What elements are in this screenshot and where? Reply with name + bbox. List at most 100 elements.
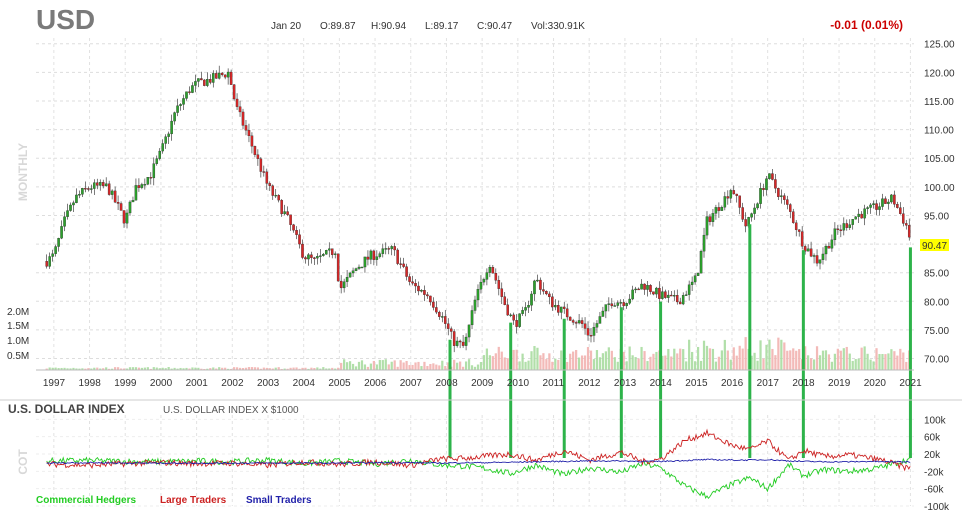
year-tick-label: 2015 xyxy=(685,378,708,389)
volume-bar xyxy=(670,356,673,370)
volume-bar xyxy=(809,358,813,370)
volume-bar xyxy=(438,365,441,370)
candle-body xyxy=(241,111,245,126)
candle-body xyxy=(875,203,878,210)
volume-bar xyxy=(777,337,780,370)
candle-body xyxy=(473,299,477,311)
candle-body xyxy=(197,78,200,82)
year-tick-label: 1997 xyxy=(43,378,66,389)
price-tick-label: 105.00 xyxy=(924,154,955,165)
volume-bar xyxy=(473,366,477,370)
volume-bar xyxy=(212,367,215,370)
last-price-tag-bg xyxy=(920,239,949,251)
candle-body xyxy=(176,105,179,113)
candle-body xyxy=(191,85,194,93)
candle-body xyxy=(93,182,96,189)
volume-bar xyxy=(429,363,432,370)
volume-bar xyxy=(146,367,149,370)
cot-tick-label: 20k xyxy=(924,450,941,461)
volume-bar xyxy=(714,361,718,370)
candle-body xyxy=(506,304,509,316)
axes: 125.00 120.00 115.00 110.00 105.00 100.00 95.0… xyxy=(0,40,962,513)
candle-body xyxy=(905,223,908,226)
candle-body xyxy=(661,291,664,299)
year-tick-label: 2019 xyxy=(828,378,851,389)
candle-body xyxy=(670,294,673,297)
volume-bar xyxy=(337,367,340,370)
candle-body xyxy=(152,163,156,179)
volume-bar xyxy=(423,361,426,370)
candle-body xyxy=(363,256,367,268)
volume-bar xyxy=(363,364,367,370)
candle-body xyxy=(854,216,857,220)
candle-body xyxy=(214,73,218,79)
price-tick-label: 115.00 xyxy=(924,97,954,108)
candle-body xyxy=(420,290,423,292)
volume-bar xyxy=(384,359,387,370)
candle-body xyxy=(518,313,521,327)
candle-body xyxy=(729,190,733,199)
candle-body xyxy=(274,194,277,197)
candle-body xyxy=(298,234,301,245)
candle-body xyxy=(488,267,492,273)
candle-body xyxy=(786,199,789,205)
cot-tick-label: 60k xyxy=(924,433,941,444)
volume-bar xyxy=(667,348,670,370)
volume-bar xyxy=(699,360,703,370)
candle-body xyxy=(860,213,863,219)
candle-body xyxy=(557,305,560,313)
candle-body xyxy=(185,91,188,99)
volume-bar xyxy=(354,366,358,370)
candle-body xyxy=(616,302,620,306)
quote-close: C:90.47 xyxy=(477,21,512,32)
year-tick-label: 2008 xyxy=(435,378,458,389)
volume-bar xyxy=(393,360,396,370)
candle-body xyxy=(203,79,206,86)
volume-bar xyxy=(604,351,607,370)
year-tick-label: 1998 xyxy=(79,378,102,389)
candle-body xyxy=(265,171,269,184)
candle-body xyxy=(84,188,87,190)
volume-bar xyxy=(360,360,364,370)
volume-bar xyxy=(610,350,613,370)
volume-bar xyxy=(789,350,792,370)
volume-bar xyxy=(461,366,465,370)
volume-bar xyxy=(575,349,578,370)
volume-bar xyxy=(470,365,474,370)
candle-body xyxy=(702,234,706,252)
candle-body xyxy=(806,248,810,252)
volume-bar xyxy=(863,346,866,370)
volume-bar xyxy=(197,367,200,370)
volume-bar xyxy=(310,367,313,370)
volume-bar xyxy=(848,353,851,370)
volume-bar xyxy=(143,367,146,370)
volume-bar xyxy=(78,368,81,370)
volume-bar xyxy=(595,350,599,370)
candle-body xyxy=(479,281,483,290)
candle-body xyxy=(107,183,111,195)
candle-body xyxy=(646,285,649,290)
volume-bar xyxy=(655,351,658,370)
candle-body xyxy=(167,133,170,137)
candle-body xyxy=(170,120,173,135)
volume-bar xyxy=(316,367,319,370)
volume-bar xyxy=(622,351,625,370)
candle-body xyxy=(75,194,78,203)
price-tick-label: 95.00 xyxy=(924,211,949,222)
candle-body xyxy=(494,272,498,281)
candle-body xyxy=(292,224,295,231)
volume-bar xyxy=(762,358,765,370)
volume-bar xyxy=(827,354,831,370)
volume-bar xyxy=(798,349,801,370)
candle-body xyxy=(622,302,625,307)
volume-bar xyxy=(116,367,120,370)
volume-bar xyxy=(851,360,854,370)
volume-bar xyxy=(646,361,649,370)
candle-body xyxy=(48,256,51,267)
candle-body xyxy=(604,304,608,312)
candle-body xyxy=(649,285,652,292)
volume-bar xyxy=(688,339,691,370)
volume-bar xyxy=(134,367,138,370)
candle-body xyxy=(881,198,884,207)
candle-body xyxy=(232,84,236,100)
